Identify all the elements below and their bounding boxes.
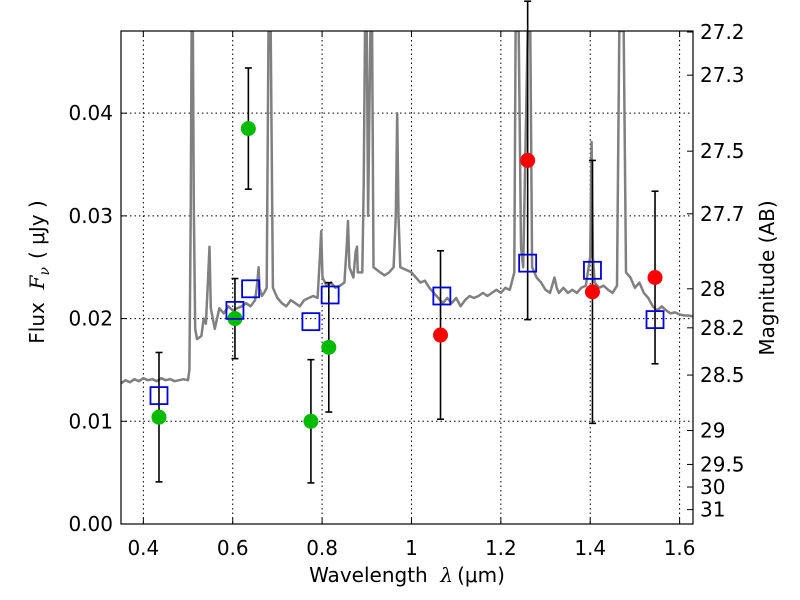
data-point (321, 339, 337, 355)
data-point (520, 152, 536, 168)
x-axis-label-unit: (μm) (457, 563, 505, 587)
data-point (584, 284, 600, 300)
x-tick-label: 0.4 (127, 536, 159, 560)
y-axis-label-unit: ( μJy ) (25, 200, 49, 259)
x-tick-label: 1.2 (485, 536, 517, 560)
y-tick-label: 0.02 (68, 307, 113, 331)
x-tick-label: 1.6 (664, 536, 696, 560)
x-tick-label: 1 (405, 536, 418, 560)
data-point (303, 413, 319, 429)
y-tick-label: 0.00 (68, 512, 113, 536)
y2-tick-label: 28.5 (700, 363, 745, 387)
x-axis-label-symbol: λ (439, 563, 453, 587)
y2-tick-label: 29.5 (700, 452, 745, 476)
spectrum-layer (121, 31, 693, 385)
plot-frame (120, 30, 694, 525)
x-tick-label: 0.8 (306, 536, 338, 560)
x-tick-label: 1.4 (574, 536, 606, 560)
model-point (583, 260, 602, 280)
y2-tick-label: 27.2 (700, 20, 745, 44)
y-axis-label: Flux Fν ( μJy ) (25, 200, 53, 343)
model-point (432, 286, 452, 306)
y2-tick-label: 28 (700, 277, 725, 301)
model-point (149, 386, 169, 406)
y-tick-label: 0.03 (68, 204, 113, 228)
data-point (647, 270, 663, 285)
x-axis-label: Wavelength λ (μm) (309, 563, 505, 587)
model-point (241, 279, 260, 299)
spectrum-line (121, 31, 693, 385)
markers (149, 121, 665, 429)
data-point (433, 327, 449, 343)
y2-tick-label: 27.7 (700, 202, 745, 226)
y-tick-label: 0.04 (68, 101, 113, 125)
data-point (151, 409, 167, 425)
y-axis-label-prefix: Flux (25, 289, 49, 343)
y2-axis-label: Magnitude (AB) (755, 200, 779, 355)
x-tick-label: 0.6 (217, 536, 249, 560)
x-axis-label-prefix: Wavelength (309, 563, 440, 587)
y2-tick-label: 27.5 (700, 139, 745, 163)
model-point (225, 300, 245, 320)
y-tick-label: 0.01 (68, 409, 113, 433)
y2-tick-label: 31 (700, 498, 725, 522)
y2-tick-label: 29 (700, 419, 725, 443)
ticks: 0.4 0.6 0.8 1 1.2 1.4 1.6 0.00 0.01 0.02 0.03 0.04 2… (68, 20, 744, 560)
y2-tick-label: 28.2 (700, 316, 745, 340)
y-axis-label-symbol: F (25, 274, 49, 290)
model-point (645, 310, 665, 330)
y2-tick-label: 30 (700, 475, 725, 499)
y2-tick-label: 27.3 (700, 63, 745, 87)
data-point (240, 121, 256, 137)
y-axis-label-subscript: ν (37, 267, 53, 276)
model-point (320, 285, 340, 305)
plot-background (121, 31, 693, 524)
model-point (518, 253, 538, 273)
model-point (301, 312, 321, 332)
